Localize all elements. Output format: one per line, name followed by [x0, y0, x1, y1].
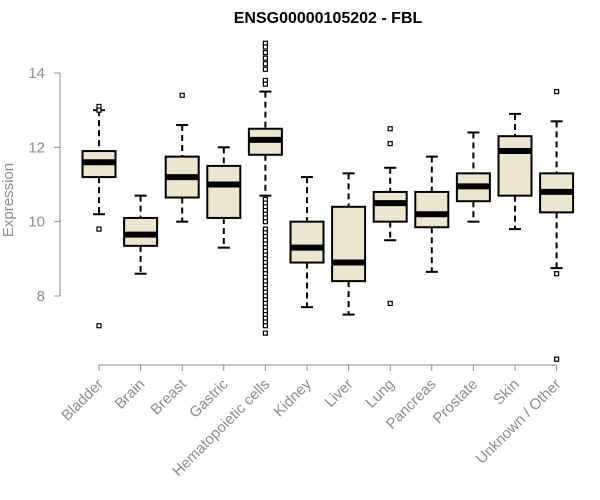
x-tick-label: Kidney: [270, 375, 315, 420]
outlier-point: [262, 219, 268, 225]
box: [289, 220, 325, 264]
outlier-point: [262, 81, 268, 87]
outlier-point: [553, 88, 560, 95]
x-tick-label: Liver: [321, 376, 356, 411]
outlier-point: [553, 356, 560, 362]
outlier-point: [179, 92, 185, 98]
outlier-point: [387, 300, 393, 307]
outlier-point: [262, 44, 268, 50]
outlier-point: [387, 141, 393, 147]
x-tick-label: Breast: [147, 375, 190, 418]
outlier-point: [262, 330, 268, 336]
box: [331, 205, 367, 283]
outlier-point: [96, 226, 102, 232]
outlier-point: [262, 55, 268, 61]
y-tick-label: 12: [28, 139, 45, 156]
y-tick-label: 10: [28, 214, 45, 231]
x-tick-label: Prostate: [430, 376, 482, 428]
box: [497, 135, 533, 197]
outlier-point: [262, 323, 268, 329]
y-axis-label: Expression: [0, 163, 17, 237]
x-tick-label: Lung: [362, 376, 398, 412]
outlier-point: [262, 66, 268, 72]
x-tick-label: Skin: [490, 376, 523, 409]
box: [206, 164, 242, 219]
y-tick-label: 8: [37, 288, 45, 305]
chart-title: ENSG00000105202 - FBL: [234, 10, 423, 27]
box: [372, 190, 408, 223]
outlier-point: [262, 49, 268, 56]
outlier-point: [96, 107, 102, 113]
box: [414, 190, 450, 229]
outlier-point: [387, 126, 393, 132]
outlier-point: [96, 323, 102, 329]
outlier-point: [553, 271, 560, 277]
y-tick-label: 14: [28, 65, 45, 82]
x-tick-label: Brain: [112, 376, 149, 413]
x-tick-label: Bladder: [58, 376, 107, 425]
outlier-point: [262, 61, 268, 67]
